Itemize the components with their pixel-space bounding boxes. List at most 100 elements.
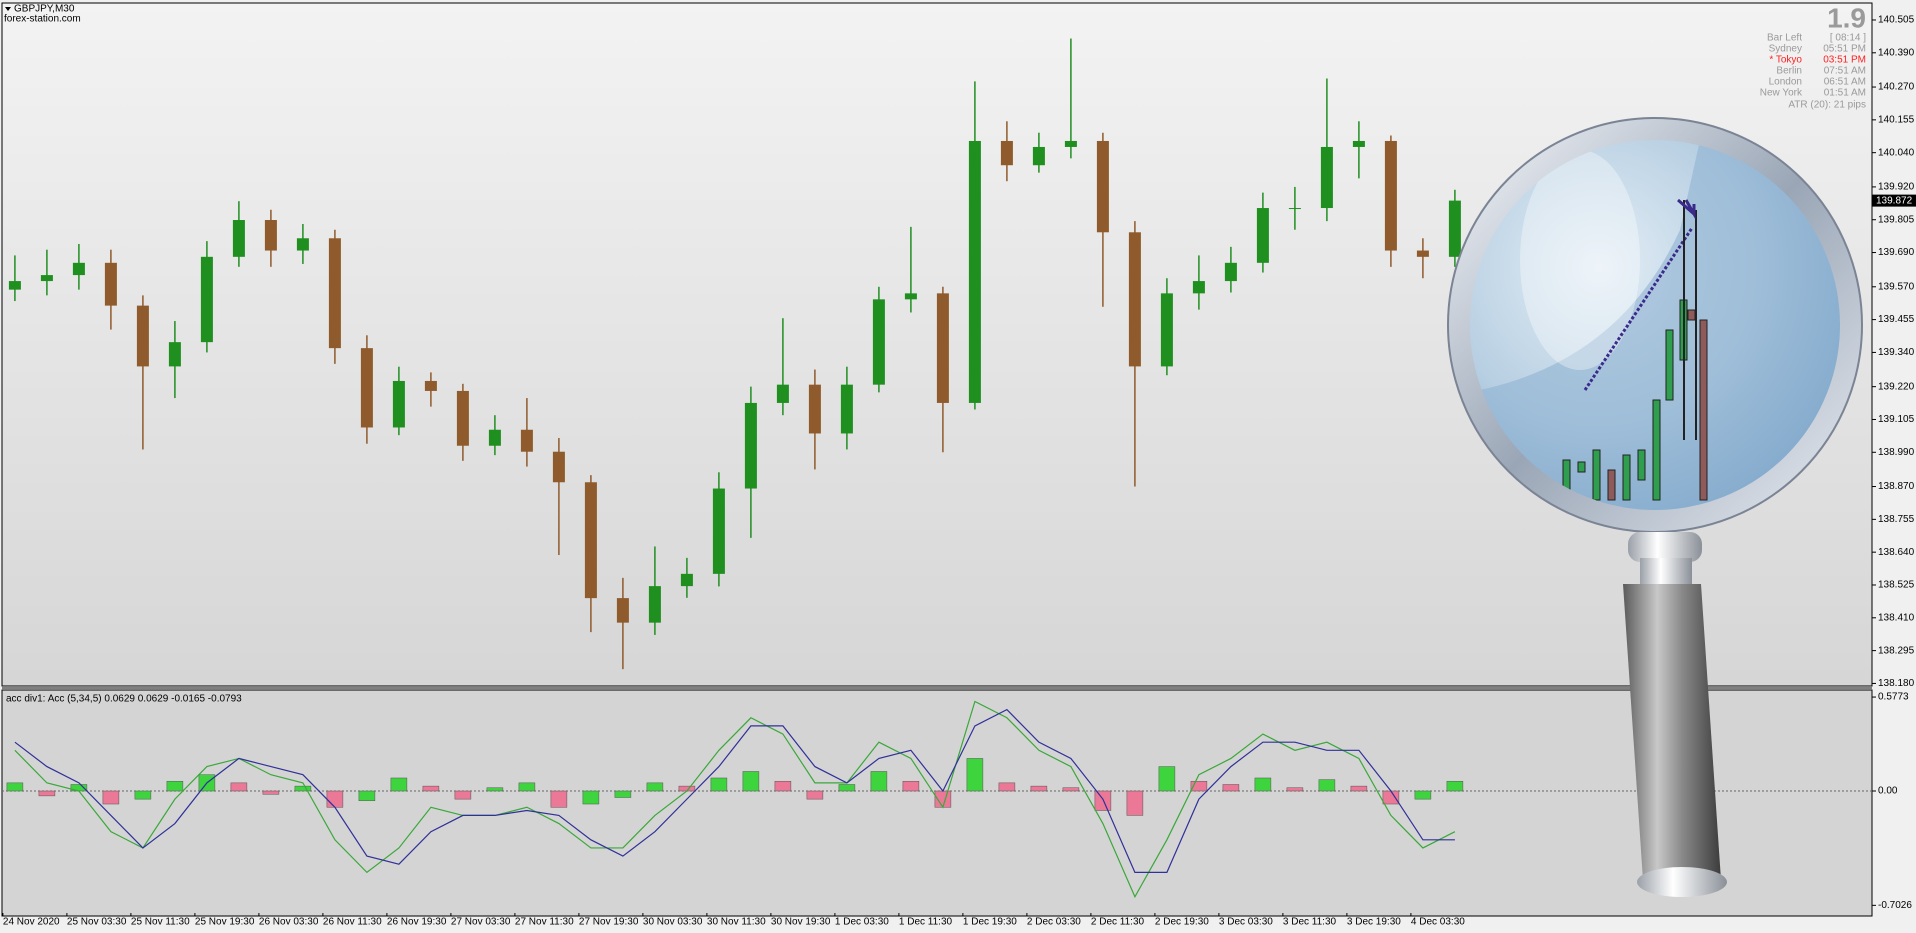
price-tag-label: 139.872 <box>1876 195 1913 206</box>
x-tick-label: 27 Nov 19:30 <box>579 917 639 928</box>
candle-body <box>552 451 565 483</box>
handle <box>1623 584 1721 880</box>
histogram-bar <box>774 780 792 792</box>
y-tick-label: 139.340 <box>1878 347 1915 358</box>
candle-body <box>1128 232 1141 367</box>
y-tick-label: 138.525 <box>1878 580 1915 591</box>
histogram-bar <box>486 787 504 792</box>
histogram-bar <box>6 782 24 792</box>
candle-body <box>136 305 149 367</box>
candle-body <box>936 293 949 403</box>
x-tick-label: 3 Dec 03:30 <box>1219 917 1273 928</box>
x-tick-label: 1 Dec 03:30 <box>835 917 889 928</box>
y-tick-label: 140.390 <box>1878 47 1915 58</box>
histogram-bar <box>742 771 760 792</box>
candle-body <box>296 238 309 251</box>
y-tick-label: 138.640 <box>1878 547 1915 558</box>
x-tick-label: 3 Dec 11:30 <box>1283 917 1337 928</box>
candle-body <box>1032 146 1045 166</box>
lens-ring <box>1448 118 1862 532</box>
x-tick-label: 26 Nov 03:30 <box>259 917 319 928</box>
x-tick-label: 2 Dec 03:30 <box>1027 917 1081 928</box>
x-tick-label: 24 Nov 2020 <box>3 917 60 928</box>
y-tick-label: 140.040 <box>1878 147 1915 158</box>
candle-body <box>1320 146 1333 209</box>
histogram-bar <box>454 790 472 800</box>
histogram-bar <box>614 790 632 798</box>
candle-body <box>200 256 213 343</box>
y-tick-label: 139.455 <box>1878 314 1915 325</box>
x-tick-label: 27 Nov 03:30 <box>451 917 511 928</box>
histogram-bar <box>998 782 1016 792</box>
candle-body <box>424 380 437 391</box>
candle-body <box>72 262 85 276</box>
histogram-bar <box>390 777 408 792</box>
histogram-bar <box>550 790 568 808</box>
handle-cap <box>1637 867 1727 897</box>
candle-body <box>40 275 53 282</box>
price-tag <box>1872 194 1916 207</box>
symbol-arrow <box>5 7 11 11</box>
lens-content <box>1480 140 1843 513</box>
clock-label: * Tokyo <box>1769 55 1802 66</box>
histogram-bar <box>358 790 376 802</box>
x-tick-label: 1 Dec 11:30 <box>899 917 953 928</box>
x-tick-label: 1 Dec 19:30 <box>963 917 1017 928</box>
clock-label: Bar Left <box>1767 33 1802 44</box>
histogram-bar <box>166 780 184 792</box>
histogram-bar <box>262 790 280 795</box>
histogram-bar <box>422 785 440 792</box>
histogram-bar <box>870 771 888 792</box>
clock-label: Berlin <box>1776 66 1802 77</box>
histogram-bar <box>1094 790 1112 811</box>
histogram-bar <box>326 790 344 808</box>
x-tick-label: 26 Nov 11:30 <box>323 917 382 928</box>
y-tick-label: 139.105 <box>1878 414 1915 425</box>
candle-body <box>1192 281 1205 294</box>
y-tick-label: 138.870 <box>1878 481 1915 492</box>
candle-body <box>1064 140 1077 147</box>
candle-body <box>1416 250 1429 257</box>
clock-label: New York <box>1760 88 1803 99</box>
candle-body <box>1384 140 1397 251</box>
candle-body <box>1352 140 1365 147</box>
candle-body <box>264 220 277 251</box>
indicator-title: acc div1: Acc (5,34,5) 0.0629 0.0629 -0.… <box>6 694 242 705</box>
y-tick-label: 138.755 <box>1878 514 1915 525</box>
x-tick-label: 30 Nov 19:30 <box>771 917 831 928</box>
histogram-bar <box>1382 790 1400 805</box>
histogram-bar <box>838 784 856 792</box>
candle-body <box>968 140 981 403</box>
candle-body <box>776 384 789 403</box>
candle-body <box>744 402 757 489</box>
oscillator-line <box>14 708 1455 873</box>
x-tick-label: 3 Dec 19:30 <box>1347 917 1401 928</box>
histogram-bar <box>1350 785 1368 792</box>
candle-body <box>232 220 245 257</box>
clock-value: 01:51 AM <box>1824 88 1866 99</box>
spread: 1.9 <box>1827 2 1866 33</box>
clock-value: 06:51 AM <box>1824 77 1866 88</box>
candle-body <box>1160 293 1173 367</box>
candle-body <box>808 384 821 434</box>
histogram-bar <box>1414 790 1432 800</box>
y-tick-label: 140.155 <box>1878 114 1915 125</box>
histogram-bar <box>966 758 984 792</box>
histogram-bar <box>1446 780 1464 792</box>
candle-body <box>1224 262 1237 282</box>
handle-collar <box>1628 532 1702 562</box>
x-tick-label: 4 Dec 03:30 <box>1411 917 1465 928</box>
y-tick-label: 139.570 <box>1878 281 1915 292</box>
histogram-bar <box>1062 787 1080 792</box>
y-tick-label: 138.410 <box>1878 612 1915 623</box>
histogram-bar <box>134 790 152 800</box>
y-tick-label: 138.180 <box>1878 678 1915 689</box>
site-label: forex-station.com <box>4 14 81 25</box>
y-tick-label: 138.295 <box>1878 645 1915 656</box>
histogram-bar <box>710 777 728 792</box>
candle-body <box>680 573 693 587</box>
y-tick-label: 138.990 <box>1878 447 1915 458</box>
y-tick-label: 140.270 <box>1878 82 1915 93</box>
x-tick-label: 27 Nov 11:30 <box>515 917 574 928</box>
